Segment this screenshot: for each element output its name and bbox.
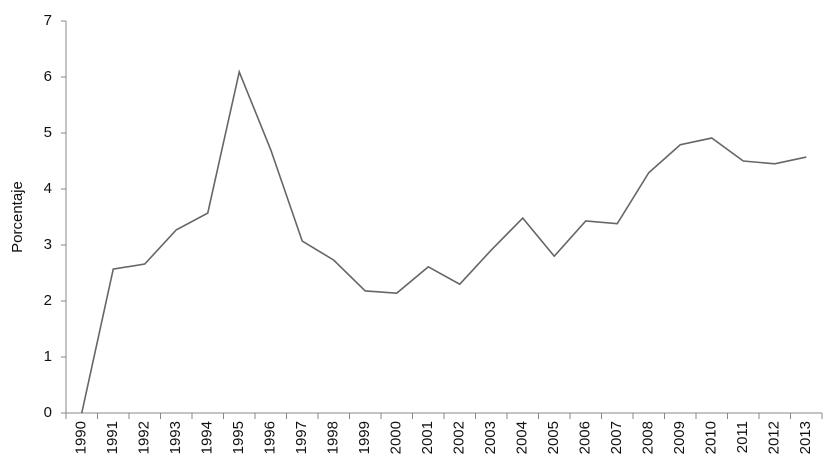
x-tick-label: 2011 [734,421,751,453]
x-tick-label: 1992 [136,421,153,454]
x-tick-label: 2002 [451,421,468,454]
x-tick-label: 2008 [640,421,657,454]
x-tick-label: 1994 [199,421,216,454]
x-tick-label: 1991 [104,421,121,454]
y-tick-label: 4 [44,180,52,197]
x-tick-label: 2006 [577,421,594,454]
y-tick-label: 2 [44,292,52,309]
x-tick-label: 2012 [766,421,783,454]
x-tick-label: 1997 [293,421,310,454]
y-tick-label: 7 [44,12,52,29]
x-tick-label: 2009 [671,421,688,454]
x-tick-label: 1993 [167,421,184,454]
data-line [80,69,807,414]
y-tick-label: 5 [44,124,52,141]
x-tick-label: 1990 [73,421,90,454]
x-tick-label: 1999 [356,421,373,454]
y-tick-label: 0 [44,404,52,421]
x-tick-label: 2005 [545,421,562,454]
x-tick-label: 1998 [325,421,342,454]
x-tick-label: 2000 [388,421,405,454]
x-tick-label: 1995 [230,421,247,454]
x-tick-label: 2001 [419,421,436,454]
x-tick-label: 1996 [262,421,279,454]
x-tick-label: 2004 [514,421,531,454]
x-tick-label: 2007 [608,421,625,454]
x-tick-label: 2013 [797,421,814,454]
y-tick-label: 6 [44,68,52,85]
y-axis-label: Porcentaje [9,181,26,253]
y-tick-label: 1 [44,348,52,365]
y-tick-label: 3 [44,236,52,253]
x-tick-label: 2003 [482,421,499,454]
x-tick-label: 2010 [703,421,720,454]
